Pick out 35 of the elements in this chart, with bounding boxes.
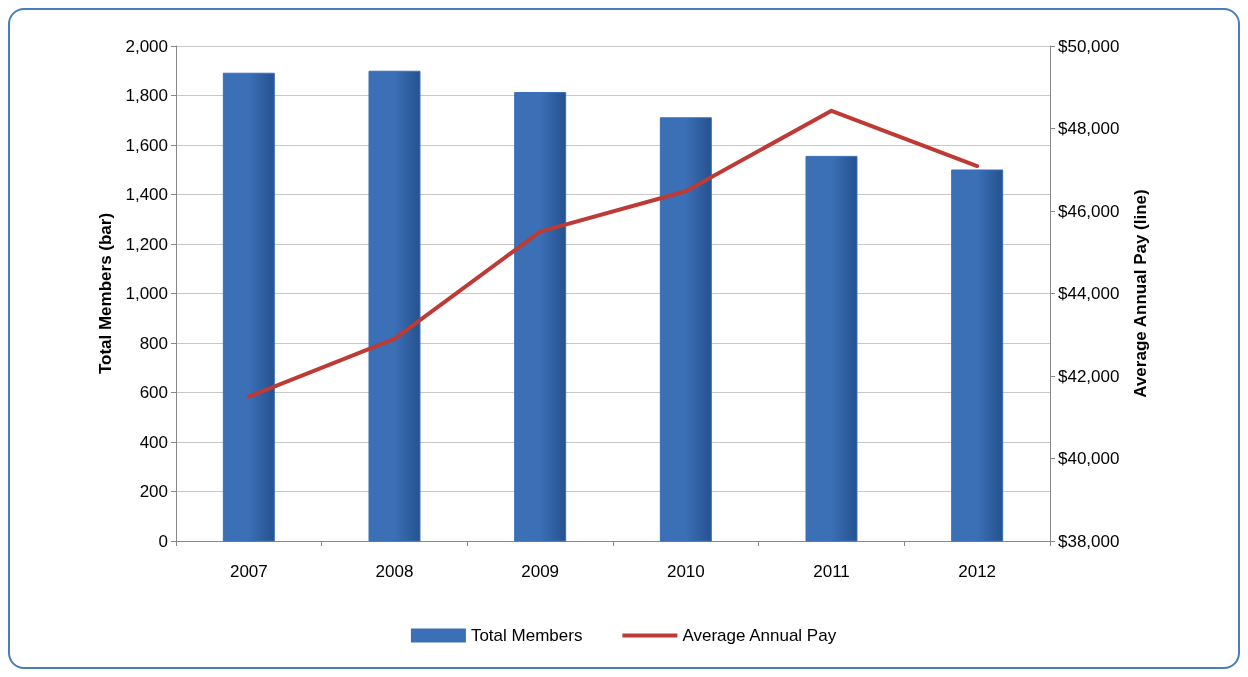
y-tick-label: 1,800 — [125, 86, 168, 105]
y2-tick-label: $48,000 — [1058, 119, 1120, 138]
legend-label: Total Members — [470, 626, 583, 645]
bar — [514, 92, 567, 542]
y-tick-label: 600 — [139, 383, 168, 402]
y-tick-label: 2,000 — [125, 36, 168, 56]
x-tick-label: 2012 — [958, 562, 997, 581]
y-tick-label: 800 — [139, 333, 168, 353]
y-axis-title: Total Members (bar) — [96, 212, 115, 375]
y-tick-label: 1,400 — [125, 185, 168, 204]
x-tick-label: 2007 — [229, 562, 268, 581]
y2-tick-label: $46,000 — [1058, 201, 1120, 221]
y2-tick-label: $40,000 — [1058, 449, 1120, 468]
bar — [805, 155, 858, 542]
y-tick-label: 1,000 — [125, 284, 168, 303]
x-tick-label: 2011 — [813, 562, 850, 581]
y-tick-label: 200 — [139, 482, 168, 501]
x-tick-label: 2008 — [375, 562, 414, 581]
y2-tick-label: $50,000 — [1058, 36, 1120, 56]
y-tick-label: 400 — [139, 432, 168, 452]
y-tick-label: 1,200 — [125, 234, 168, 254]
bar — [659, 117, 712, 542]
y2-tick-label: $38,000 — [1058, 531, 1120, 551]
bar — [368, 70, 421, 542]
y-tick-label: 1,600 — [125, 135, 168, 155]
y2-tick-label: $42,000 — [1058, 366, 1120, 386]
x-tick-label: 2010 — [666, 562, 705, 581]
y2-tick-label: $44,000 — [1058, 284, 1120, 303]
legend-label: Average Annual Pay — [682, 626, 837, 645]
line-series — [246, 108, 980, 399]
x-tick-label: 2009 — [521, 562, 560, 581]
y2-axis-title: Average Annual Pay (line) — [1131, 189, 1150, 398]
bar — [222, 72, 275, 542]
bar — [951, 169, 1004, 542]
y-tick-label: 0 — [158, 531, 168, 551]
